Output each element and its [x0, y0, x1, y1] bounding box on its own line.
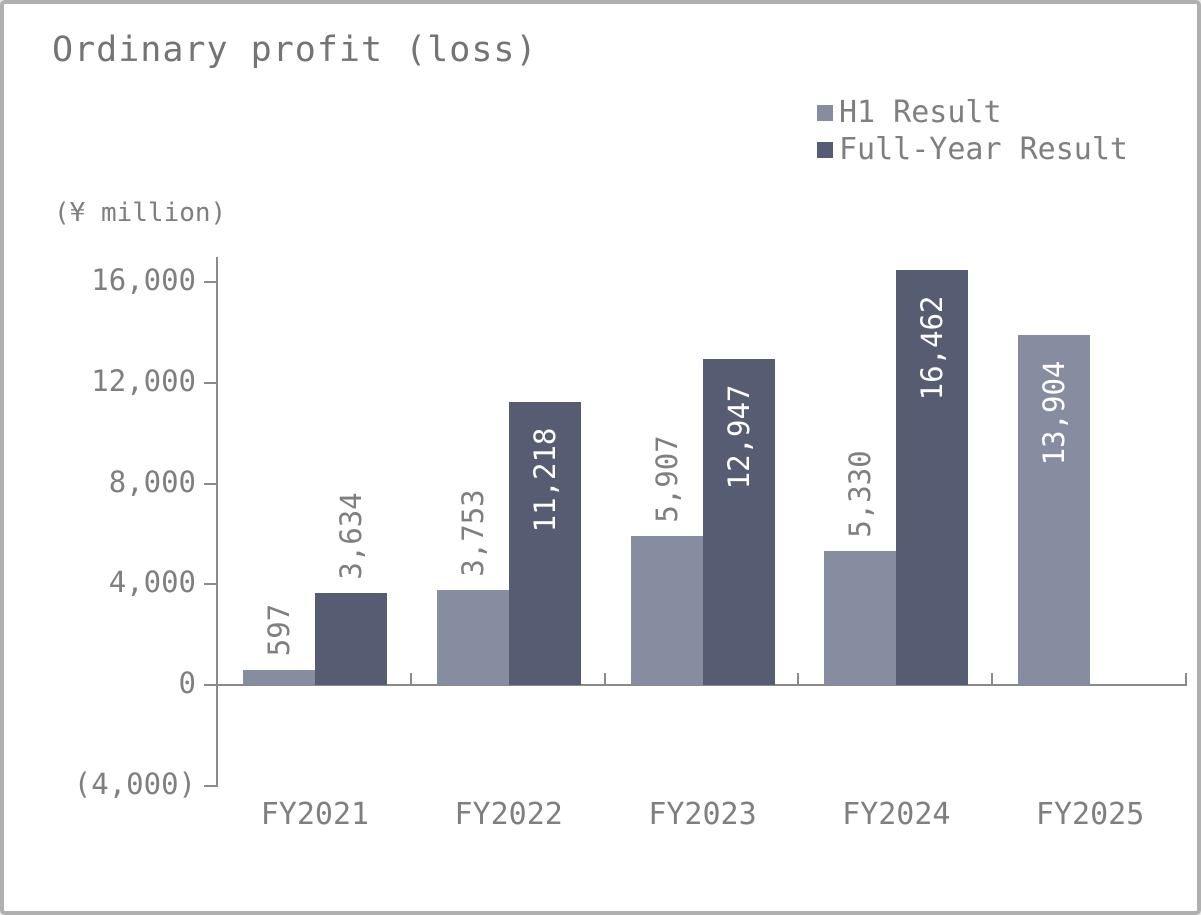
x-axis-tick: [797, 673, 800, 685]
bar-value-label: 3,753: [455, 488, 490, 577]
bar-value-label: 16,462: [915, 295, 950, 400]
bar-fy2022-h1: [436, 590, 509, 685]
y-axis-tick-label: 12,000: [91, 363, 196, 398]
y-axis-tick-label: 16,000: [91, 263, 196, 297]
bar-value-label: 11,218: [527, 427, 562, 532]
bar-value-label: 5,907: [649, 434, 684, 523]
y-axis-tick-label: (4,000): [73, 766, 196, 801]
y-axis-tick: [204, 583, 216, 586]
y-axis-tick: [204, 482, 216, 485]
bar-fy2023-h1: [630, 536, 703, 685]
y-axis-tick: [204, 684, 216, 686]
bar-fy2024-h1: [824, 551, 897, 685]
x-category-label: FY2023: [648, 797, 757, 832]
x-axis-line: [216, 684, 1187, 686]
y-axis-tick-label: 4,000: [108, 565, 196, 600]
bar-fy2025-h1: [1018, 335, 1091, 685]
bar-value-label: 5,330: [843, 449, 878, 538]
x-axis-tick: [603, 673, 606, 685]
bar-fy2024-full-year: [896, 270, 969, 685]
y-axis-tick-label: 8,000: [108, 464, 196, 499]
x-axis-tick: [991, 673, 994, 685]
legend-item-h1-result: H1 Result: [817, 94, 1128, 131]
bar-fy2021-h1: [242, 670, 315, 685]
bar-fy2022-full-year: [508, 402, 581, 685]
bar-value-label: 12,947: [721, 384, 756, 489]
x-category-label: FY2022: [454, 797, 563, 832]
bar-value-label: 597: [261, 603, 296, 657]
legend: H1 Result Full-Year Result: [817, 94, 1128, 168]
y-axis-unit-label: (¥ million): [54, 198, 227, 228]
x-axis-tick: [409, 673, 412, 685]
plot-area: 16,000 12,000 8,000 4,000 0 (4,000) FY2021 FY20…: [4, 4, 1197, 911]
y-axis-tick: [204, 281, 216, 283]
legend-swatch-full-year-result-icon: [817, 141, 833, 158]
bar-fy2021-full-year: [314, 593, 387, 685]
bar-fy2023-full-year: [702, 359, 775, 685]
legend-swatch-h1-result-icon: [817, 104, 833, 121]
x-category-label: FY2021: [260, 797, 370, 832]
y-axis-tick: [204, 784, 216, 787]
y-axis-tick-label: 0: [178, 666, 196, 700]
y-axis-tick: [204, 381, 216, 384]
chart-title: Ordinary profit (loss): [52, 30, 538, 70]
bar-value-label: 3,634: [333, 491, 368, 580]
legend-item-full-year-result: Full-Year Result: [817, 131, 1128, 168]
y-axis-line: [216, 257, 218, 787]
x-category-label: FY2024: [842, 797, 951, 832]
x-axis-tick: [1185, 673, 1187, 685]
legend-label-h1-result: H1 Result: [839, 95, 1002, 130]
x-category-label: FY2025: [1035, 797, 1145, 832]
legend-label-full-year-result: Full-Year Result: [839, 132, 1128, 167]
bar-value-label: 13,904: [1037, 360, 1072, 465]
